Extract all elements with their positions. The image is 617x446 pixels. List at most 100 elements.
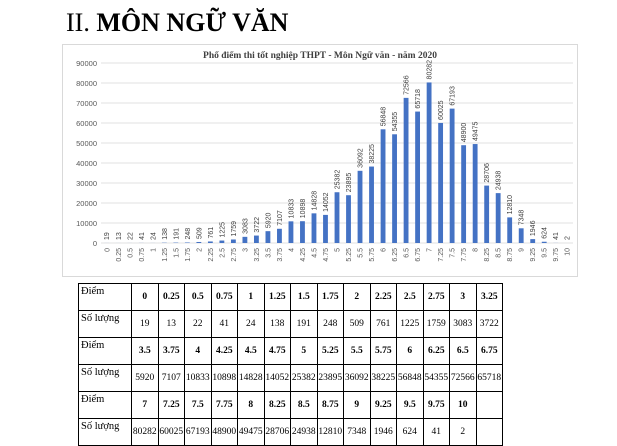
count-cell: 23895	[317, 365, 344, 392]
x-tick-label: 1.25	[162, 248, 169, 262]
data-label: 67193	[450, 86, 457, 106]
count-cell: 41	[423, 419, 450, 446]
data-label: 1225	[219, 222, 226, 238]
points-cell: 5	[291, 338, 318, 365]
points-cell: 10	[450, 392, 477, 419]
x-tick-label: 5	[335, 248, 342, 252]
data-label: 761	[208, 227, 215, 239]
count-cell: 13	[158, 311, 185, 338]
count-cell: 7107	[158, 365, 185, 392]
points-cell: 8.25	[264, 392, 291, 419]
count-cell: 41	[211, 311, 238, 338]
data-label: 80282	[427, 60, 434, 80]
x-tick-label: 9.25	[530, 248, 537, 262]
x-tick-label: 5.25	[346, 248, 353, 262]
bar	[461, 145, 466, 243]
data-label: 54355	[392, 112, 399, 132]
y-axis: 0100002000030000400005000060000700008000…	[76, 59, 97, 248]
x-tick-label: 1.5	[173, 248, 180, 258]
y-tick-label: 50000	[76, 139, 97, 148]
points-cell: 7.5	[185, 392, 212, 419]
points-cell: 8.75	[317, 392, 344, 419]
points-cell: 1.75	[317, 284, 344, 311]
x-tick-label: 0.25	[116, 248, 123, 262]
points-cell: 7.75	[211, 392, 238, 419]
data-label: 3083	[242, 218, 249, 234]
count-cell: 24	[238, 311, 265, 338]
count-cell: 624	[397, 419, 424, 446]
points-cell: 1.25	[264, 284, 291, 311]
points-label: Điểm	[79, 284, 132, 311]
data-label: 3722	[254, 217, 261, 233]
x-tick-label: 0	[104, 248, 111, 252]
y-tick-label: 80000	[76, 79, 97, 88]
bar	[404, 98, 409, 243]
points-cell: 0	[132, 284, 159, 311]
count-cell: 191	[291, 311, 318, 338]
count-cell: 2	[450, 419, 477, 446]
x-tick-label: 5.75	[369, 248, 376, 262]
count-cell: 25382	[291, 365, 318, 392]
count-cell: 14052	[264, 365, 291, 392]
y-tick-label: 10000	[76, 219, 97, 228]
x-tick-label: 3.75	[277, 248, 284, 262]
data-label: 1946	[530, 220, 537, 236]
data-label: 41	[139, 232, 146, 240]
bar	[496, 193, 501, 243]
bar	[335, 192, 340, 243]
data-label: 72566	[404, 75, 411, 95]
count-cell: 65718	[476, 365, 503, 392]
points-cell: 1	[238, 284, 265, 311]
points-cell	[476, 392, 503, 419]
x-tick-label: 6.25	[392, 248, 399, 262]
count-cell: 761	[370, 311, 397, 338]
x-tick-label: 2.5	[219, 248, 226, 258]
points-cell: 7	[132, 392, 159, 419]
bar	[254, 236, 259, 243]
x-tick-label: 3.25	[254, 248, 261, 262]
points-cell: 4.25	[211, 338, 238, 365]
count-label: Số lượng	[79, 365, 132, 392]
data-label: 13	[116, 232, 123, 240]
chart-canvas: Phổ điểm thi tốt nghiệp THPT - Môn Ngữ v…	[63, 45, 577, 276]
count-cell: 19	[132, 311, 159, 338]
x-tick-label: 6.75	[415, 248, 422, 262]
count-cell: 24938	[291, 419, 318, 446]
data-label: 191	[173, 228, 180, 240]
count-label: Số lượng	[79, 311, 132, 338]
x-tick-label: 10	[565, 248, 572, 256]
data-label: 509	[196, 227, 203, 239]
data-label: 10833	[288, 199, 295, 219]
count-cell: 248	[317, 311, 344, 338]
count-cell: 10833	[185, 365, 212, 392]
data-label: 19	[104, 232, 111, 240]
count-cell: 5920	[132, 365, 159, 392]
data-label: 56848	[381, 107, 388, 127]
y-tick-label: 30000	[76, 179, 97, 188]
y-tick-label: 20000	[76, 199, 97, 208]
data-label: 7107	[277, 210, 284, 226]
x-tick-label: 7.25	[438, 248, 445, 262]
count-cell: 22	[185, 311, 212, 338]
points-cell: 9	[344, 392, 371, 419]
count-cell: 12810	[317, 419, 344, 446]
data-label: 624	[542, 227, 549, 239]
bar	[519, 228, 524, 243]
bar	[530, 239, 535, 243]
count-cell: 49475	[238, 419, 265, 446]
points-cell: 9.25	[370, 392, 397, 419]
x-tick-label: 5.5	[358, 248, 365, 258]
x-tick-label: 8.25	[484, 248, 491, 262]
bar	[415, 112, 420, 243]
count-cell	[476, 419, 503, 446]
bar	[392, 134, 397, 243]
data-label: 14052	[323, 192, 330, 212]
bar	[196, 242, 201, 243]
points-cell: 0.25	[158, 284, 185, 311]
x-tick-label: 2	[196, 248, 203, 252]
x-tick-label: 2.75	[231, 248, 238, 262]
data-label: 60025	[438, 100, 445, 120]
